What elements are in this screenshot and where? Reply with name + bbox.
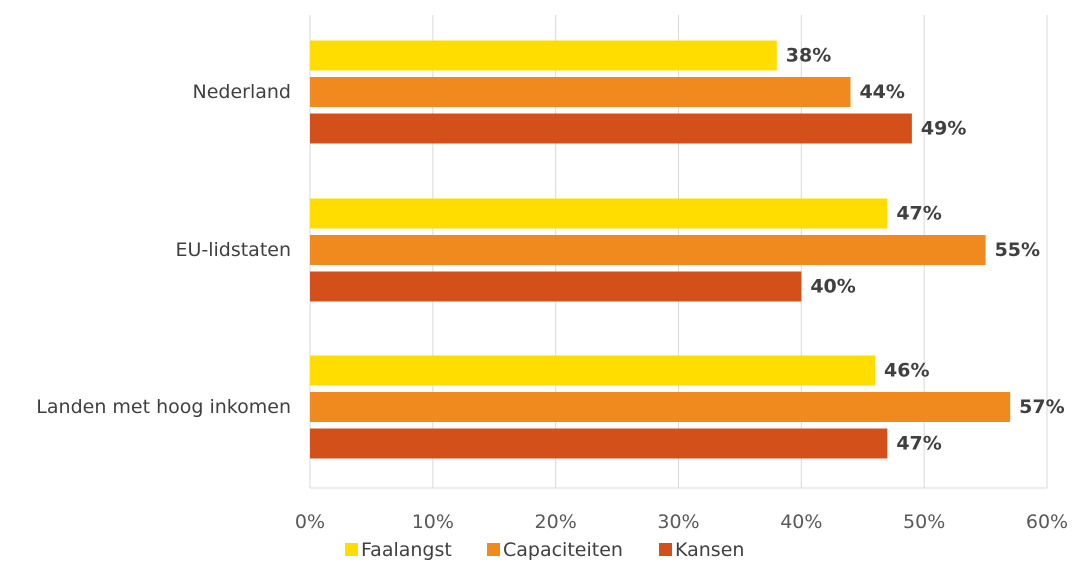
- legend-swatch: [345, 543, 358, 556]
- legend-label: Capaciteiten: [503, 539, 623, 561]
- legend-label: Kansen: [675, 539, 744, 561]
- x-tick-label: 30%: [657, 511, 699, 533]
- category-label: Nederland: [193, 81, 292, 103]
- x-tick-label: 0%: [295, 511, 325, 533]
- data-label: 55%: [995, 239, 1040, 261]
- bar-capaciteiten: [310, 235, 986, 265]
- data-label: 44%: [859, 81, 904, 103]
- legend-swatch: [659, 543, 672, 556]
- bar-kansen: [310, 428, 888, 459]
- data-label: 40%: [810, 276, 855, 298]
- bar-kansen: [310, 113, 912, 144]
- legend: Faalangst Capaciteiten Kansen: [345, 539, 744, 561]
- bars: [310, 40, 1011, 459]
- bar-capaciteiten: [310, 392, 1011, 422]
- bar-capaciteiten: [310, 77, 851, 107]
- axes: 0% 10% 20% 30% 40% 50% 60% Nederland EU-lidstate…: [36, 81, 1068, 533]
- bar-kansen: [310, 271, 802, 302]
- data-label: 47%: [896, 203, 941, 225]
- data-label: 49%: [921, 118, 966, 140]
- x-tick-label: 10%: [412, 511, 454, 533]
- legend-swatch: [487, 543, 500, 556]
- category-label: EU-lidstaten: [175, 239, 291, 261]
- data-label: 47%: [896, 433, 941, 455]
- legend-label: Faalangst: [361, 539, 452, 561]
- bar-faalangst: [310, 40, 777, 71]
- data-label: 57%: [1019, 396, 1064, 418]
- data-label: 38%: [786, 45, 831, 67]
- bar-faalangst: [310, 355, 876, 386]
- x-tick-label: 20%: [535, 511, 577, 533]
- data-label: 46%: [884, 360, 929, 382]
- bar-faalangst: [310, 198, 888, 229]
- category-label: Landen met hoog inkomen: [36, 396, 291, 418]
- data-labels: 38% 47% 46% 44% 55% 57% 49% 40% 47%: [786, 45, 1065, 455]
- x-tick-label: 60%: [1026, 511, 1068, 533]
- x-tick-label: 40%: [780, 511, 822, 533]
- x-tick-label: 50%: [903, 511, 945, 533]
